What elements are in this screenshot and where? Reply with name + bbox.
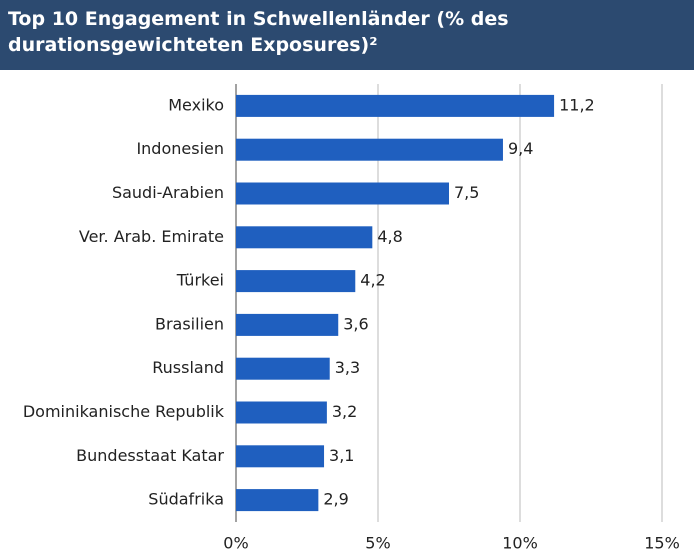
title-box: Top 10 Engagement in Schwellenländer (% … — [0, 0, 694, 70]
bar — [236, 401, 327, 424]
value-label: 2,9 — [323, 490, 348, 509]
value-label: 9,4 — [508, 139, 533, 158]
y-tick-label: Russland — [152, 358, 224, 377]
x-tick-label: 0% — [223, 534, 248, 553]
bar — [236, 94, 555, 117]
y-tick-label: Dominikanische Republik — [23, 402, 225, 421]
y-tick-label: Saudi-Arabien — [112, 183, 224, 202]
y-tick-label: Türkei — [176, 271, 224, 290]
value-label: 3,1 — [329, 446, 354, 465]
bar — [236, 445, 325, 468]
y-tick-label: Bundesstaat Katar — [76, 446, 224, 465]
bar — [236, 138, 503, 161]
bar — [236, 182, 449, 205]
value-label: 4,2 — [360, 271, 385, 290]
value-label: 11,2 — [559, 95, 595, 114]
value-label: 7,5 — [454, 183, 479, 202]
x-tick-label: 10% — [502, 534, 538, 553]
bar — [236, 313, 339, 336]
bar — [236, 489, 319, 512]
value-label: 3,2 — [332, 402, 357, 421]
x-tick-label: 5% — [365, 534, 390, 553]
y-tick-label: Ver. Arab. Emirate — [79, 227, 224, 246]
y-tick-label: Brasilien — [155, 314, 224, 333]
chart-title: Top 10 Engagement in Schwellenländer (% … — [8, 8, 509, 56]
bar — [236, 357, 330, 380]
value-label: 3,3 — [335, 358, 360, 377]
bar — [236, 270, 356, 293]
y-tick-label: Mexiko — [168, 95, 224, 114]
x-tick-label: 15% — [644, 534, 680, 553]
y-tick-label: Indonesien — [136, 139, 224, 158]
value-label: 3,6 — [343, 314, 368, 333]
value-label: 4,8 — [377, 227, 402, 246]
bar — [236, 226, 373, 249]
y-tick-label: Südafrika — [148, 490, 224, 509]
